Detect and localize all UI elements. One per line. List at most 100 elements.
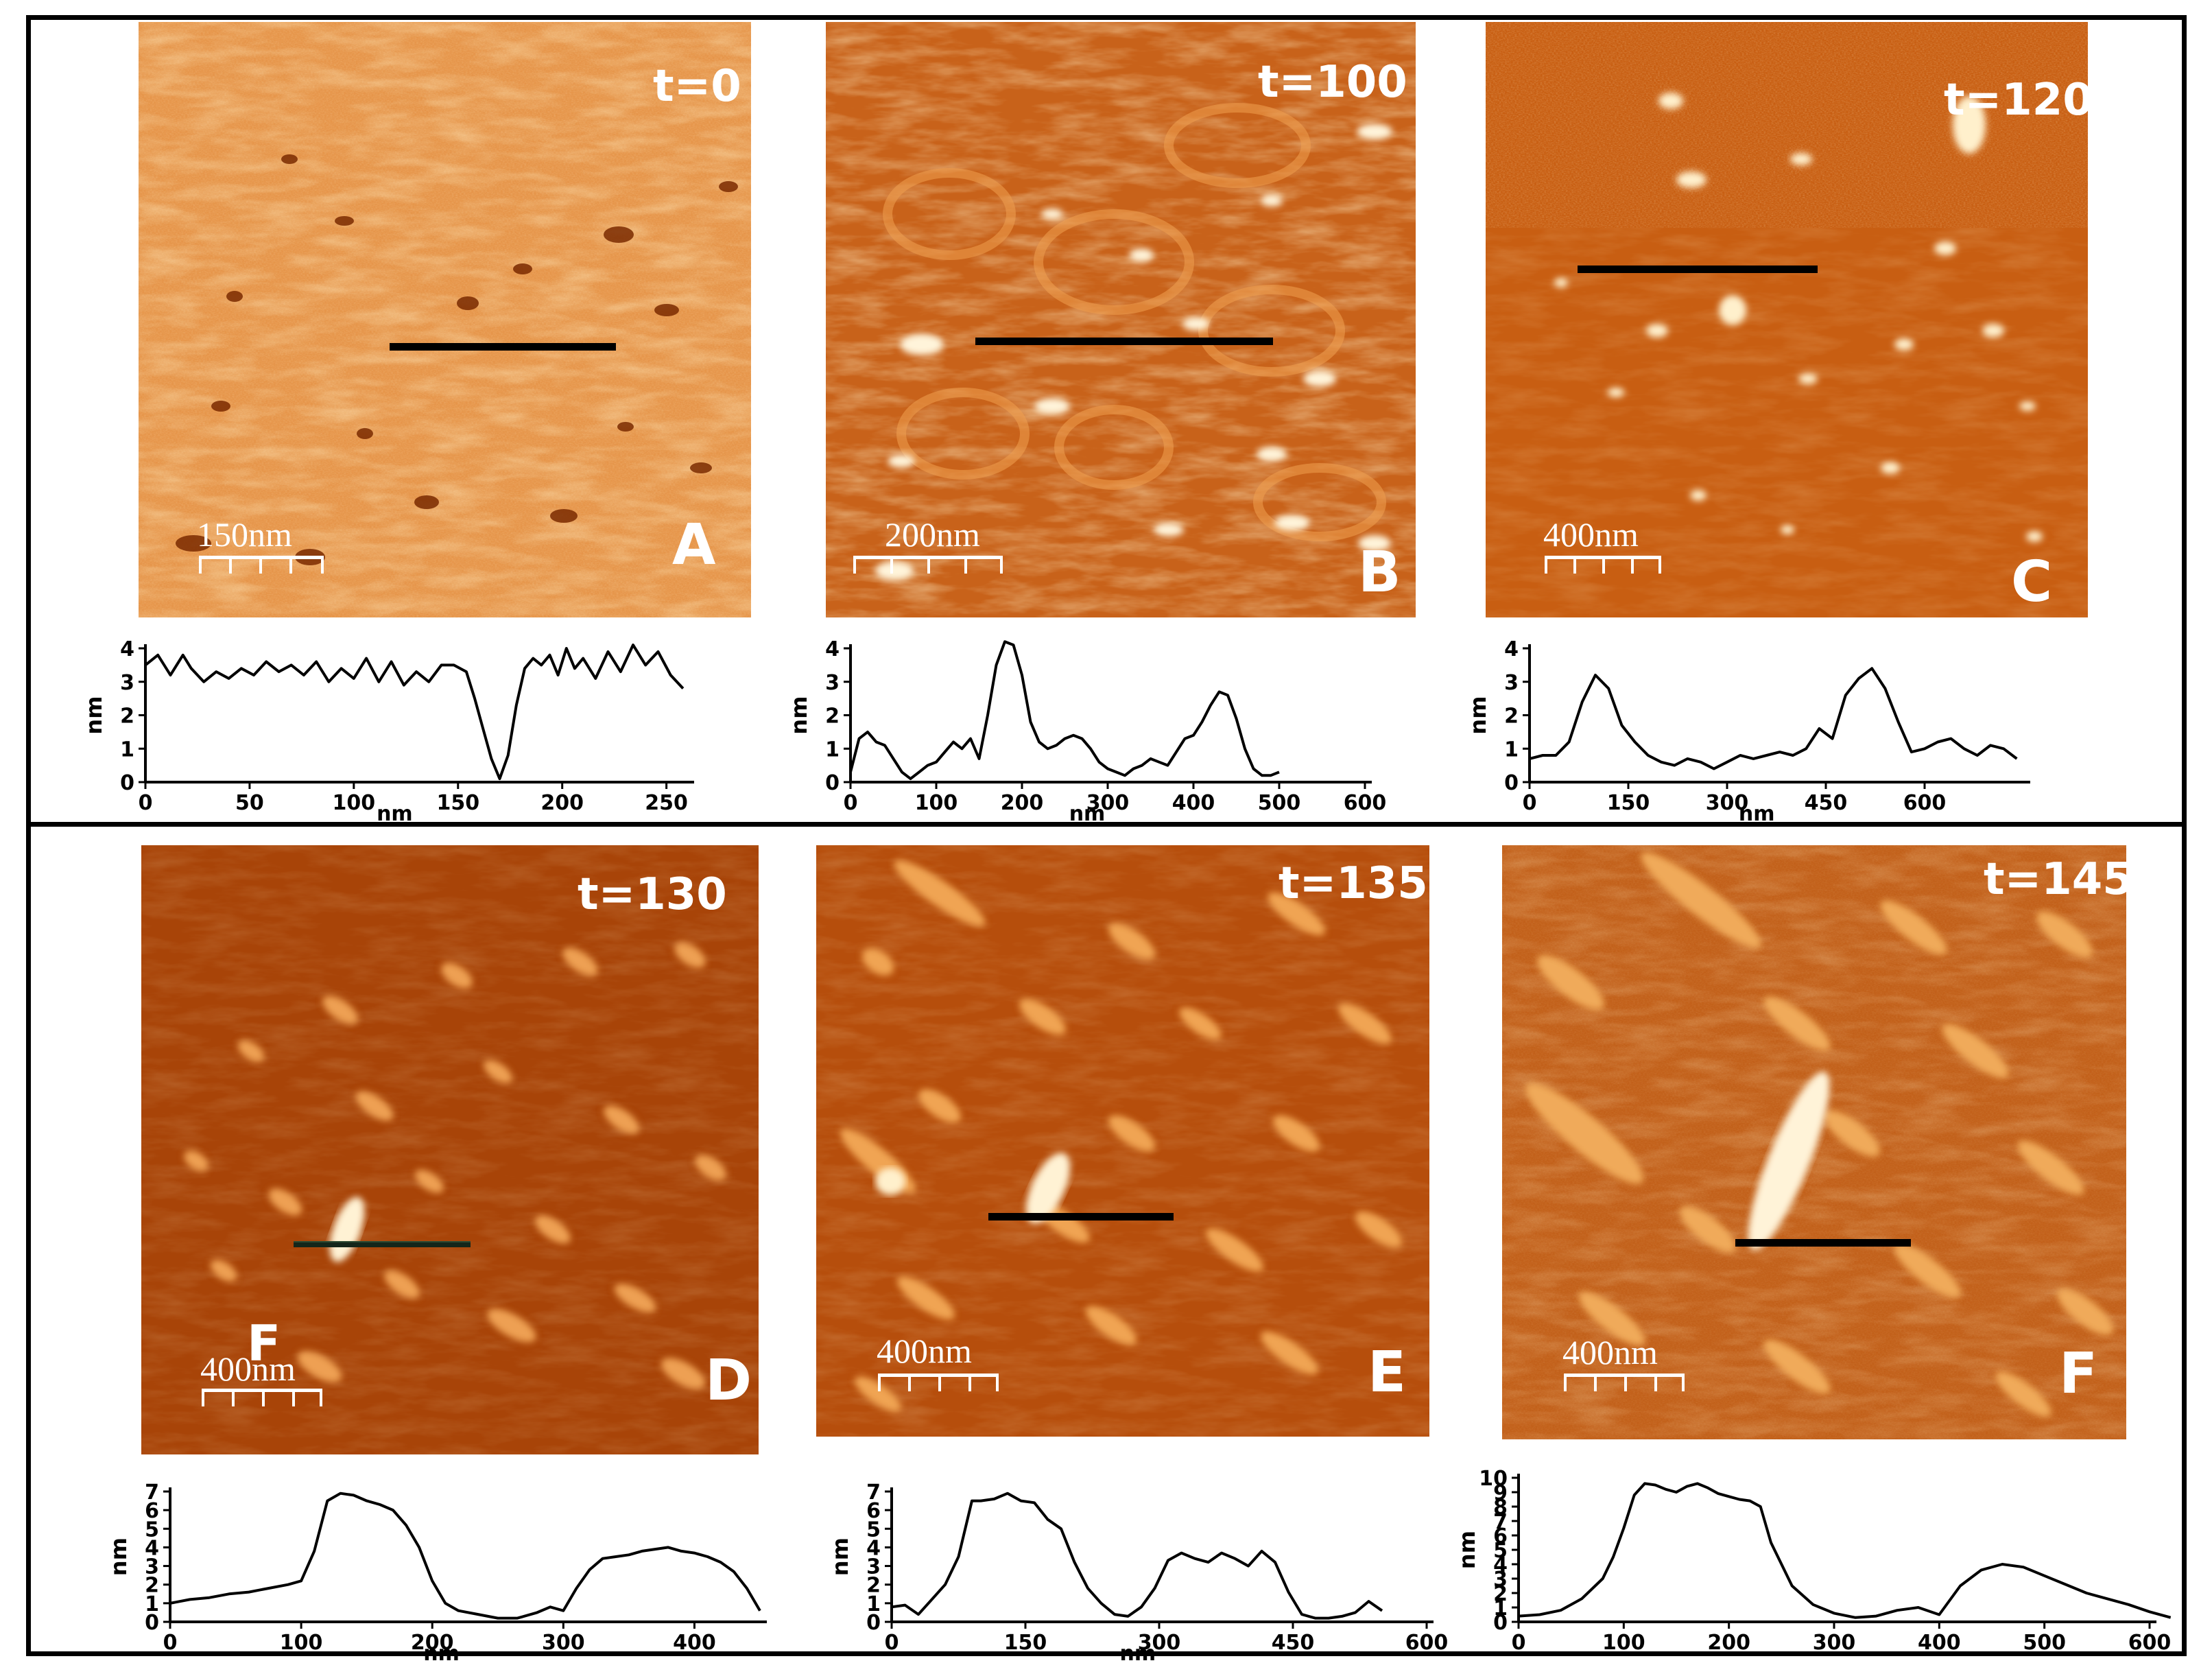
- chart-a-x-tick-label: 150: [436, 791, 479, 815]
- chart-d-y-tick-label: 2: [145, 1574, 159, 1598]
- chart-d-y-tick-label: 6: [145, 1499, 159, 1523]
- chart-c-x-tick-label: 0: [1523, 791, 1537, 815]
- scale-label-b: 200nm: [885, 515, 980, 554]
- chart-c-x-tick-label: 450: [1805, 791, 1848, 815]
- afm-image-a: t=0 150nm A: [139, 22, 751, 617]
- chart-a-x-tick-label: 100: [333, 791, 376, 815]
- chart-b-x-label: nm: [1069, 802, 1106, 826]
- chart-c-y-tick-label: 2: [1504, 705, 1519, 729]
- chart-b-y-tick-label: 4: [825, 637, 840, 661]
- time-label-c: t=120: [1944, 75, 2088, 126]
- height-profile-a: 0 50 100 150 200 250 0 1 2 3 4 nm nm: [81, 637, 694, 826]
- chart-f-x-tick-label: 500: [2023, 1631, 2066, 1655]
- chart-b-x-tick-label: 0: [844, 791, 858, 815]
- afm-image-d: t=130 F 400nm D: [141, 845, 759, 1454]
- chart-e-x-tick-label: 150: [1004, 1631, 1047, 1655]
- chart-b-x-tick-label: 200: [1001, 791, 1044, 815]
- scale-bar-d: [202, 1389, 322, 1416]
- chart-a-y-tick-label: 0: [120, 771, 134, 795]
- chart-f-y-tick-label: 1: [1493, 1596, 1508, 1620]
- chart-a-x-tick-label: 250: [645, 791, 688, 815]
- chart-a-y-tick-label: 1: [120, 738, 134, 762]
- afm-image-c: t=120 400nm C: [1486, 22, 2088, 617]
- afm-image-f: t=145 400nm F: [1502, 845, 2126, 1439]
- chart-c-y-tick-label: 4: [1504, 637, 1519, 661]
- scale-bar-e: [878, 1374, 999, 1401]
- chart-a-y-tick-label: 2: [120, 705, 134, 729]
- chart-e-series-line: [891, 1492, 1383, 1620]
- chart-c-series-line: [1529, 667, 2018, 770]
- chart-a-x-tick-label: 50: [235, 791, 264, 815]
- chart-d-y-tick-label: 3: [145, 1555, 159, 1579]
- chart-e-x-tick-label: 0: [885, 1631, 899, 1655]
- chart-f-y-tick-label: 8: [1493, 1496, 1508, 1520]
- chart-f-x-tick-label: 200: [1707, 1631, 1750, 1655]
- chart-f-x-tick-label: 0: [1512, 1631, 1526, 1655]
- chart-c-x-tick-label: 600: [1903, 791, 1947, 815]
- chart-d-y-label: nm: [106, 1537, 132, 1576]
- chart-d-y-tick-label: 0: [145, 1611, 159, 1635]
- chart-f-y-tick-label: 9: [1493, 1481, 1508, 1505]
- chart-a-x-tick-label: 0: [139, 791, 153, 815]
- chart-c-x-tick-label: 150: [1607, 791, 1650, 815]
- scale-label-c: 400nm: [1543, 515, 1639, 554]
- chart-c-x-label: nm: [1739, 802, 1775, 826]
- chart-c-y-tick-label: 3: [1504, 671, 1519, 695]
- chart-f-x-tick-label: 100: [1602, 1631, 1645, 1655]
- profile-line-c: [1578, 266, 1818, 273]
- scale-label-a: 150nm: [197, 515, 292, 554]
- chart-b-y-tick-label: 0: [825, 771, 840, 795]
- chart-b-x-tick-label: 600: [1344, 791, 1387, 815]
- chart-f-x-tick-label: 400: [1918, 1631, 1961, 1655]
- scale-bar-a: [199, 556, 324, 583]
- chart-f-series-line: [1518, 1482, 2172, 1619]
- time-label-f: t=145: [1984, 854, 2126, 905]
- chart-e-x-tick-label: 300: [1138, 1631, 1181, 1655]
- chart-d-x-tick-label: 200: [411, 1631, 454, 1655]
- profile-line-d: [294, 1241, 471, 1247]
- row-divider: [26, 822, 2187, 827]
- chart-e-y-label: nm: [827, 1537, 853, 1576]
- scale-bar-f: [1564, 1374, 1685, 1401]
- chart-b-x-tick-label: 400: [1172, 791, 1215, 815]
- chart-d-y-tick-label: 5: [145, 1518, 159, 1542]
- chart-f-y-label: nm: [1454, 1531, 1480, 1569]
- chart-d-series-line: [169, 1492, 761, 1620]
- chart-c-y-tick-label: 0: [1504, 771, 1519, 795]
- chart-d-x-label: nm: [423, 1642, 460, 1666]
- chart-d-x-tick-label: 300: [542, 1631, 585, 1655]
- chart-b-series-line: [849, 640, 1280, 781]
- panel-letter-f: F: [2059, 1341, 2098, 1406]
- chart-b-y-tick-label: 1: [825, 738, 840, 762]
- profile-line-e: [988, 1213, 1174, 1221]
- chart-b-x-tick-label: 100: [915, 791, 958, 815]
- chart-f-y-tick-label: 0: [1493, 1611, 1508, 1635]
- panel-letter-c: C: [2011, 550, 2053, 615]
- chart-f-x-tick-label: 300: [1813, 1631, 1856, 1655]
- chart-a-series-line: [144, 644, 685, 781]
- chart-e-y-tick-label: 1: [866, 1592, 881, 1616]
- chart-c-x-tick-label: 300: [1706, 791, 1749, 815]
- scale-bar-c: [1545, 556, 1661, 583]
- chart-f-y-tick-label: 6: [1493, 1524, 1508, 1548]
- chart-e-y-tick-label: 4: [866, 1536, 881, 1560]
- scale-label-f: 400nm: [1562, 1333, 1658, 1371]
- chart-e-y-tick-label: 6: [866, 1499, 881, 1523]
- chart-e-x-tick-label: 600: [1405, 1631, 1449, 1655]
- chart-e-y-tick-label: 7: [866, 1481, 881, 1505]
- height-profile-c: 0 150 300 450 600 0 1 2 3 4 nm nm: [1465, 637, 2030, 826]
- chart-d-x-tick-label: 0: [163, 1631, 178, 1655]
- chart-b-y-label: nm: [786, 696, 812, 734]
- scale-bar-b: [853, 556, 1003, 583]
- chart-a-x-label: nm: [377, 802, 413, 826]
- chart-c-y-tick-label: 1: [1504, 738, 1519, 762]
- chart-f-y-tick-label: 3: [1493, 1568, 1508, 1592]
- chart-a-y-tick-label: 4: [120, 637, 134, 661]
- profile-line-b: [975, 338, 1273, 345]
- panel-letter-e: E: [1368, 1340, 1407, 1405]
- chart-a-y-label: nm: [81, 696, 107, 734]
- chart-a-x-tick-label: 200: [540, 791, 584, 815]
